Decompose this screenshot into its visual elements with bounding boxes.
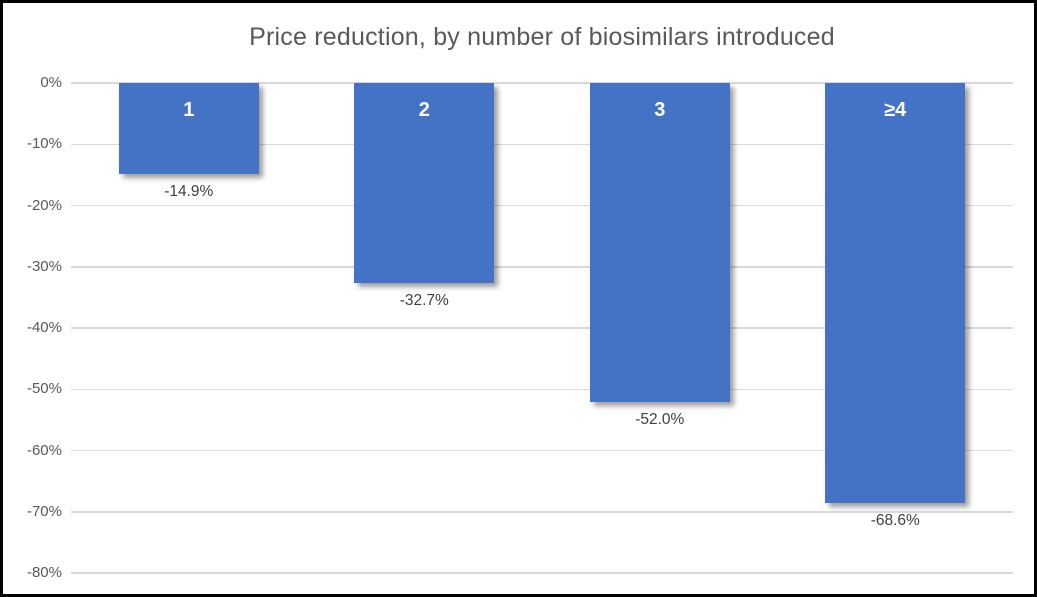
y-axis-tick-label: -50%: [26, 380, 62, 398]
gridline: [71, 143, 1013, 145]
y-axis-tick-label: 0%: [40, 74, 62, 91]
y-axis-tick-label: -60%: [26, 441, 62, 459]
bar-value-label: -14.9%: [164, 183, 214, 201]
gridline: [71, 572, 1013, 574]
gridline: [71, 449, 1013, 452]
y-axis-tick-label: -70%: [26, 502, 62, 520]
bar-category-label: ≥4: [884, 99, 907, 121]
bar: 3: [589, 83, 730, 402]
gridline: [71, 82, 1013, 84]
bar: 2: [354, 83, 495, 284]
gridline: [71, 388, 1013, 390]
y-axis-tick-label: -30%: [26, 257, 62, 275]
gridline: [71, 266, 1013, 268]
bar-category-label: 2: [418, 99, 430, 121]
bar-value-label: -68.6%: [870, 512, 920, 530]
y-axis-tick-label: -40%: [26, 319, 62, 336]
y-axis-tick-label: -20%: [26, 196, 62, 214]
gridline: [71, 204, 1013, 207]
y-axis-tick-label: -10%: [26, 135, 62, 153]
bar-category-label: 3: [654, 99, 666, 121]
y-axis-tick-label: -80%: [26, 564, 62, 581]
bar: ≥4: [825, 83, 966, 504]
bar-category-label: 1: [183, 99, 195, 121]
chart-title: Price reduction, by number of biosimilar…: [249, 23, 835, 51]
bar: 1: [118, 83, 259, 175]
gridline: [71, 327, 1013, 329]
gridline: [71, 511, 1013, 513]
bar-value-label: -32.7%: [399, 292, 449, 310]
bar-value-label: -52.0%: [635, 410, 685, 428]
